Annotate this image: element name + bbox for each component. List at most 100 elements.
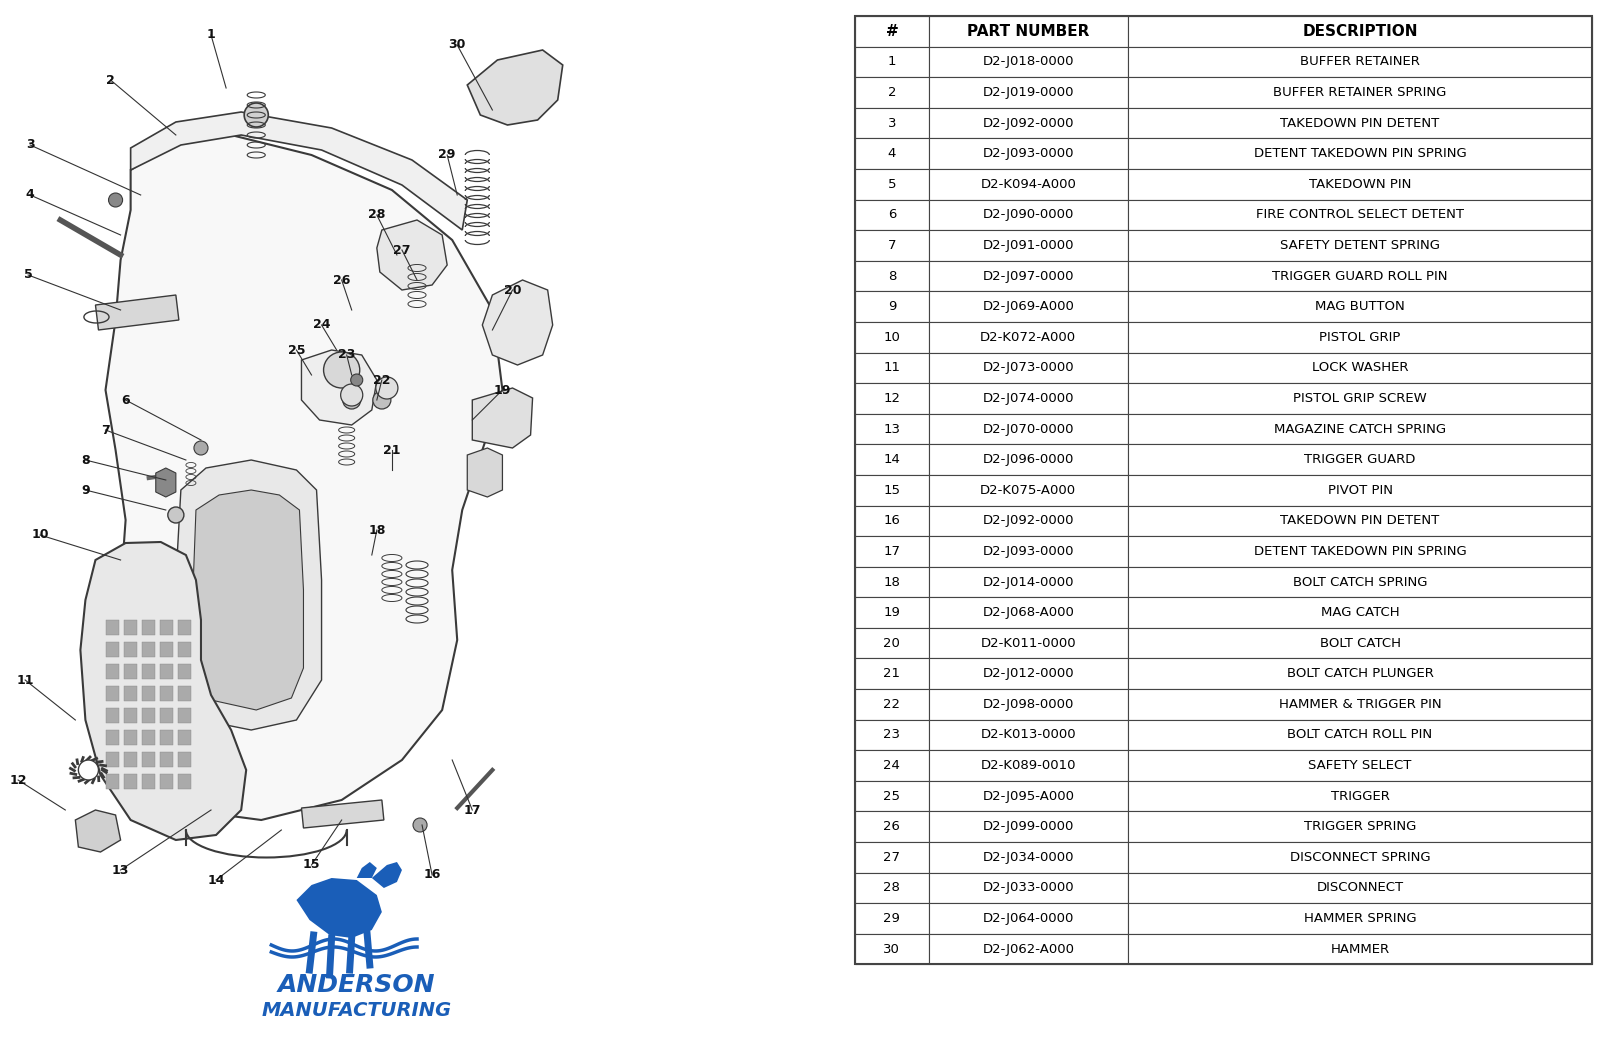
Bar [1128,169,1592,199]
Bar [160,664,173,679]
Text: 3: 3 [26,139,35,151]
Text: 14: 14 [883,453,901,467]
Text: D2-J018-0000: D2-J018-0000 [982,55,1074,68]
Bar [178,730,190,745]
Circle shape [376,377,398,399]
Text: MANUFACTURING: MANUFACTURING [262,1001,451,1019]
Bar [854,414,928,444]
Text: 13: 13 [112,864,130,876]
Text: 29: 29 [883,912,901,925]
Bar [928,108,1128,139]
Text: ANDERSON: ANDERSON [278,973,435,997]
Text: SAFETY DETENT SPRING: SAFETY DETENT SPRING [1280,239,1440,252]
Text: 13: 13 [883,422,901,436]
Text: 14: 14 [208,873,224,887]
Bar [142,708,155,723]
Bar [854,690,928,720]
Polygon shape [472,388,533,448]
Bar [928,78,1128,108]
Polygon shape [301,800,384,828]
Bar [142,730,155,745]
Bar [1128,139,1592,169]
Text: D2-J096-0000: D2-J096-0000 [982,453,1074,467]
Text: 12: 12 [883,392,901,405]
Text: BUFFER RETAINER SPRING: BUFFER RETAINER SPRING [1274,86,1446,100]
Text: 18: 18 [368,524,386,536]
Bar [854,842,928,873]
Bar [928,842,1128,873]
Text: 4: 4 [888,147,896,161]
Bar [854,627,928,658]
Bar [854,353,928,384]
Polygon shape [176,460,322,730]
Text: 22: 22 [373,373,390,387]
Bar [854,139,928,169]
Text: D2-J019-0000: D2-J019-0000 [982,86,1074,100]
Bar [106,774,118,789]
Text: 27: 27 [394,244,411,256]
Bar [1128,536,1592,566]
Bar [142,664,155,679]
Bar [928,16,1128,47]
Text: 19: 19 [494,384,510,396]
Text: 19: 19 [883,606,901,619]
Text: MAGAZINE CATCH SPRING: MAGAZINE CATCH SPRING [1274,422,1446,436]
Bar [178,620,190,635]
Text: D2-J073-0000: D2-J073-0000 [982,361,1074,374]
Text: 21: 21 [382,444,400,456]
Text: 6: 6 [122,393,130,407]
Text: 23: 23 [338,348,355,362]
Text: 28: 28 [368,208,386,222]
Text: D2-J098-0000: D2-J098-0000 [982,698,1074,711]
Text: 1: 1 [888,55,896,68]
Circle shape [194,441,208,455]
Bar [1128,658,1592,689]
Text: BUFFER RETAINER: BUFFER RETAINER [1301,55,1419,68]
Text: DESCRIPTION: DESCRIPTION [1302,24,1418,38]
Bar [928,47,1128,77]
Text: #: # [885,24,898,38]
Bar [1128,720,1592,751]
Polygon shape [467,448,502,497]
Text: TRIGGER SPRING: TRIGGER SPRING [1304,820,1416,834]
Bar [123,686,136,701]
Bar [928,261,1128,291]
Text: SAFETY SELECT: SAFETY SELECT [1309,759,1411,773]
Text: D2-J092-0000: D2-J092-0000 [982,514,1074,528]
Bar [928,139,1128,169]
Bar [854,384,928,414]
Bar [1128,690,1592,720]
Bar [1128,627,1592,658]
Text: 11: 11 [883,361,901,374]
Text: 15: 15 [883,483,901,497]
Polygon shape [296,878,382,938]
Bar [142,752,155,767]
Bar [142,642,155,657]
Circle shape [168,507,184,523]
Text: BOLT CATCH SPRING: BOLT CATCH SPRING [1293,576,1427,589]
Text: 16: 16 [424,869,440,881]
Text: DISCONNECT SPRING: DISCONNECT SPRING [1290,850,1430,864]
Text: BOLT CATCH: BOLT CATCH [1320,637,1400,650]
Text: D2-J064-0000: D2-J064-0000 [982,912,1074,925]
Bar [854,566,928,597]
Text: 9: 9 [888,300,896,313]
Text: 27: 27 [883,850,901,864]
Text: TRIGGER: TRIGGER [1331,789,1389,803]
Bar [928,536,1128,566]
Text: 26: 26 [883,820,901,834]
Bar [854,321,928,353]
Bar [106,708,118,723]
Text: D2-J097-0000: D2-J097-0000 [982,270,1074,283]
Text: D2-J093-0000: D2-J093-0000 [982,544,1074,558]
Bar [928,444,1128,475]
Polygon shape [467,50,563,125]
Bar [1128,291,1592,321]
Text: D2-J090-0000: D2-J090-0000 [982,208,1074,222]
Bar [1128,597,1592,628]
Text: D2-K075-A000: D2-K075-A000 [981,483,1077,497]
Text: 25: 25 [288,343,306,357]
Text: MAG BUTTON: MAG BUTTON [1315,300,1405,313]
Bar [106,642,118,657]
Bar [106,752,118,767]
